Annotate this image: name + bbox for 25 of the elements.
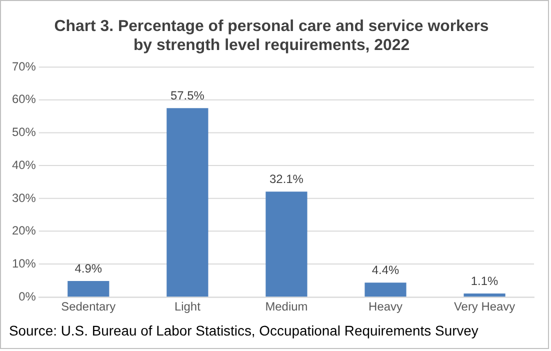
x-tick-label: Sedentary [61,300,116,314]
y-tick-label: 20% [12,224,36,238]
data-label: 32.1% [270,172,304,186]
bar [464,293,506,297]
data-label: 4.9% [74,261,102,276]
data-label: 4.4% [372,263,400,277]
bar [266,192,308,297]
data-label: 1.1% [470,274,499,288]
x-tick-label: Medium [265,300,308,314]
y-tick-label: 10% [12,256,36,271]
y-tick-label: 50% [12,125,36,140]
x-tick-label: Heavy [368,300,402,314]
x-tick-label: Light [174,300,202,314]
y-tick-label: 70% [12,59,36,74]
source-note: Source: U.S. Bureau of Labor Statistics, Occupational Requirements Survey [8,322,478,339]
bar [364,282,406,297]
y-tick-label: 40% [12,158,36,172]
y-tick-label: 30% [12,190,36,205]
data-label: 57.5% [170,88,205,102]
bar [68,280,110,297]
y-tick-label: 0% [18,289,36,304]
chart-title: Chart 3. Percentage of personal care and service workers by strength level requirements, 2022 [54,18,489,54]
x-tick-label: Very Heavy [454,300,516,314]
y-tick-label: 60% [12,92,36,106]
bar [166,108,208,297]
